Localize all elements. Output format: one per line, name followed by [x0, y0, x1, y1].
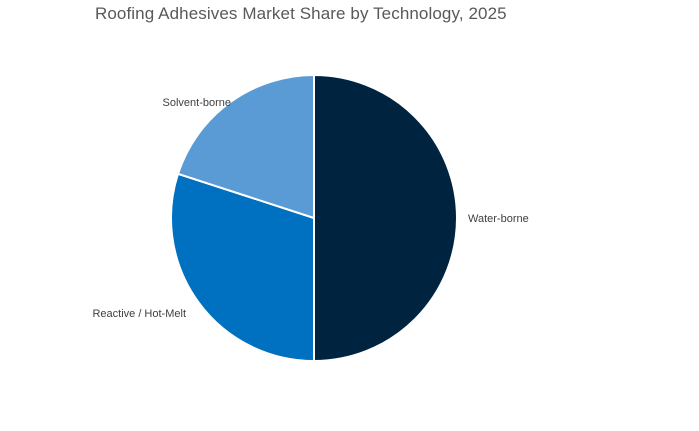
- slice-label-water-borne: Water-borne: [468, 213, 529, 225]
- pie-slice-solvent-borne: [176, 73, 315, 220]
- pie-labels: Water-borne Reactive / Hot-Melt Solvent-bo…: [92, 97, 528, 320]
- slice-label-solvent-borne: Solvent-borne: [163, 97, 232, 109]
- slice-label-reactive-hot-melt: Reactive / Hot-Melt: [92, 308, 186, 320]
- pie-slices: [170, 73, 458, 363]
- pie-slice-water-borne: [313, 73, 458, 363]
- pie-slice-reactive-hot-melt: [170, 172, 315, 363]
- chart-title: Roofing Adhesives Market Share by Techno…: [95, 4, 507, 23]
